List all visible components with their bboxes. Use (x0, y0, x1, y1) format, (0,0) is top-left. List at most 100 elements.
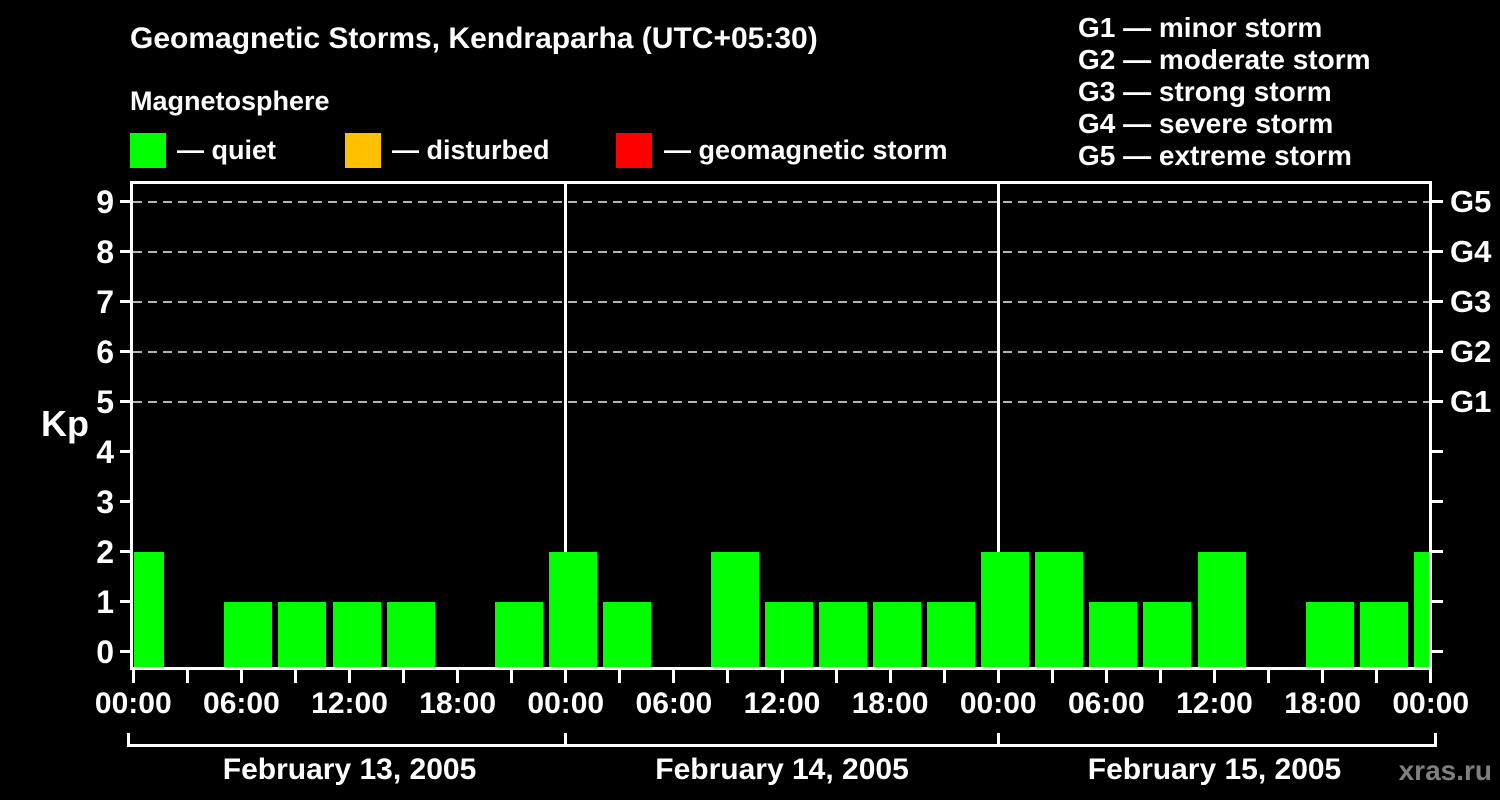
y-axis-tick-left (120, 650, 130, 653)
kp-bar (1143, 601, 1192, 667)
x-axis-tick (456, 670, 460, 683)
kp-bar (1305, 601, 1354, 667)
x-tick-label: 00:00 (94, 687, 172, 720)
y-axis-tick-left (120, 300, 130, 303)
x-tick-label: 06:00 (203, 687, 280, 720)
y-tick-label: 7 (96, 283, 114, 320)
kp-bar (224, 601, 273, 667)
date-bracket-cap (996, 733, 1000, 747)
storm-legend-label: — geomagnetic storm (664, 135, 948, 165)
plot-border-right (1429, 181, 1432, 670)
kp-bar (386, 601, 435, 667)
y-axis-tick-right (1432, 450, 1443, 453)
date-bracket-line (127, 744, 1437, 747)
x-axis-tick (942, 670, 946, 683)
date-label: February 15, 2005 (1087, 753, 1342, 786)
y-axis-tick-left (120, 400, 130, 403)
y-axis-tick-left (120, 350, 130, 353)
x-axis-tick (888, 670, 892, 683)
y-axis-tick-right (1432, 500, 1443, 503)
x-axis-tick (834, 670, 838, 683)
kp-bar (332, 601, 381, 667)
right-axis-label-g4: G4 (1450, 233, 1492, 269)
kp-bar (548, 551, 597, 667)
kp-bar (765, 601, 814, 667)
x-tick-label: 00:00 (1392, 687, 1470, 720)
y-tick-label: 1 (96, 583, 114, 620)
kp-bar (981, 551, 1030, 667)
y-axis-tick-right (1432, 300, 1443, 303)
y-axis-tick-right (1432, 650, 1443, 653)
plot-border-bottom (130, 667, 1432, 670)
date-label: February 14, 2005 (655, 753, 909, 786)
x-tick-label: 12:00 (311, 687, 388, 720)
y-tick-label: 8 (96, 233, 114, 270)
x-tick-label: 06:00 (635, 687, 713, 720)
x-tick-label: 18:00 (419, 687, 497, 720)
y-axis-tick-right (1432, 550, 1443, 553)
y-axis-tick-left (120, 450, 130, 453)
date-bracket-cap (1434, 733, 1437, 747)
storm-scale-g2: G2 — moderate storm (1078, 44, 1371, 75)
x-axis-tick (780, 670, 784, 683)
kp-bar (1413, 551, 1430, 667)
x-axis-tick (726, 670, 730, 683)
x-axis-tick (1429, 670, 1433, 683)
x-axis-tick (1050, 670, 1054, 683)
x-axis-tick (672, 670, 676, 683)
right-axis-label-g2: G2 (1450, 333, 1492, 369)
xras-watermark: xras.ru (1398, 755, 1492, 786)
kp-bar (1035, 551, 1084, 667)
y-axis-tick-left (120, 200, 130, 203)
x-axis-tick (1104, 670, 1108, 683)
plot-border-top (130, 181, 1432, 184)
kp-bar (602, 601, 651, 667)
x-axis-tick (510, 670, 514, 683)
day-boundary-line (996, 184, 1000, 667)
kp-bar (494, 601, 543, 667)
x-tick-label: 18:00 (1284, 687, 1361, 720)
date-bracket-cap (564, 733, 568, 747)
quiet-legend-label: — quiet (177, 135, 276, 165)
y-axis-tick-right (1432, 350, 1443, 353)
right-axis-label-g1: G1 (1450, 383, 1492, 419)
x-tick-label: 06:00 (1068, 687, 1145, 720)
x-axis-tick (185, 670, 189, 683)
y-tick-label: 5 (96, 383, 114, 420)
y-axis-tick-left (120, 600, 130, 603)
x-axis-tick (131, 670, 135, 683)
right-axis-label-g3: G3 (1450, 283, 1492, 319)
quiet-swatch-icon (130, 133, 166, 168)
y-axis-tick-left (120, 500, 130, 503)
y-axis-tick-left (120, 550, 130, 553)
x-axis-tick (348, 670, 352, 683)
kp-bar (819, 601, 868, 667)
gridline-kp8 (133, 250, 1429, 253)
disturbed-legend-label: — disturbed (392, 135, 550, 165)
kp-bar (1197, 551, 1246, 667)
storm-scale-g1: G1 — minor storm (1078, 12, 1323, 43)
y-axis-tick-left (120, 250, 130, 253)
kp-bar (710, 551, 759, 667)
y-axis-tick-right (1432, 200, 1443, 203)
y-tick-label: 9 (96, 183, 114, 220)
x-axis-tick (1267, 670, 1271, 683)
kp-bar (134, 551, 165, 667)
x-axis-tick (564, 670, 568, 683)
y-tick-label: 3 (96, 483, 114, 520)
kp-bar (1089, 601, 1138, 667)
x-axis-tick (1375, 670, 1379, 683)
x-axis-tick (996, 670, 1000, 683)
y-axis-tick-right (1432, 600, 1443, 603)
y-tick-label: 4 (96, 433, 114, 470)
disturbed-swatch-icon (345, 133, 381, 168)
x-axis-tick (1158, 670, 1162, 683)
storm-scale-g4: G4 — severe storm (1078, 108, 1334, 139)
kp-bar (1359, 601, 1408, 667)
date-bracket-cap (127, 733, 130, 747)
x-tick-label: 00:00 (959, 687, 1037, 720)
day-boundary-line (564, 184, 568, 667)
chart-subtitle: Magnetosphere (130, 86, 330, 116)
